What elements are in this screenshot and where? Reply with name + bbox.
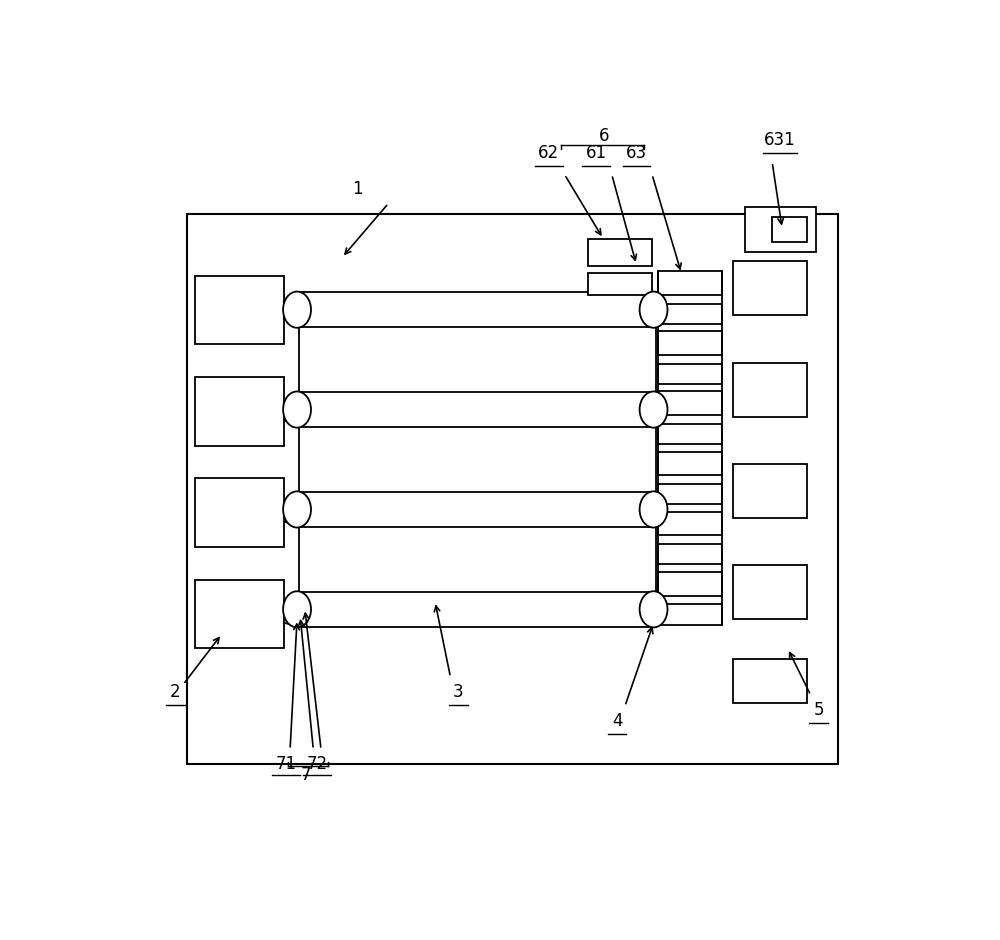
Text: 631: 631 (764, 132, 796, 149)
Bar (658, 424, 722, 445)
Bar (658, 511, 722, 536)
Bar (733, 261, 807, 316)
Bar (658, 484, 722, 505)
Text: 7: 7 (300, 766, 311, 784)
Bar (772, 217, 807, 242)
Bar (299, 292, 656, 327)
Ellipse shape (283, 291, 311, 328)
Text: 62: 62 (538, 144, 559, 162)
Bar (658, 272, 722, 295)
Bar (588, 239, 652, 266)
Bar (733, 659, 807, 703)
Bar (733, 463, 807, 518)
Bar (658, 544, 722, 564)
Bar (745, 207, 816, 252)
Bar (658, 304, 722, 324)
Bar (187, 214, 838, 764)
Bar (658, 364, 722, 384)
Bar (733, 363, 807, 416)
Ellipse shape (640, 591, 668, 627)
Text: 3: 3 (453, 682, 464, 701)
Bar (658, 391, 722, 415)
Text: 63: 63 (626, 144, 647, 162)
Bar (195, 478, 284, 547)
Bar (658, 451, 722, 476)
Bar (658, 332, 722, 355)
Ellipse shape (640, 391, 668, 428)
Text: 71: 71 (276, 755, 297, 774)
Bar (658, 572, 722, 596)
Bar (299, 492, 656, 526)
Text: 6: 6 (599, 127, 609, 145)
Bar (658, 604, 722, 624)
Ellipse shape (283, 591, 311, 627)
Text: 61: 61 (586, 144, 607, 162)
Ellipse shape (640, 291, 668, 328)
Text: 1: 1 (352, 180, 363, 197)
Text: 2: 2 (170, 682, 181, 701)
Ellipse shape (640, 492, 668, 527)
Bar (195, 377, 284, 446)
Text: 4: 4 (612, 712, 622, 729)
Bar (588, 274, 652, 295)
Text: 72: 72 (307, 755, 328, 774)
Ellipse shape (283, 492, 311, 527)
Ellipse shape (283, 391, 311, 428)
Bar (299, 392, 656, 427)
Bar (195, 580, 284, 649)
Bar (733, 565, 807, 619)
Text: 5: 5 (813, 701, 824, 719)
Bar (195, 275, 284, 344)
Bar (299, 592, 656, 627)
